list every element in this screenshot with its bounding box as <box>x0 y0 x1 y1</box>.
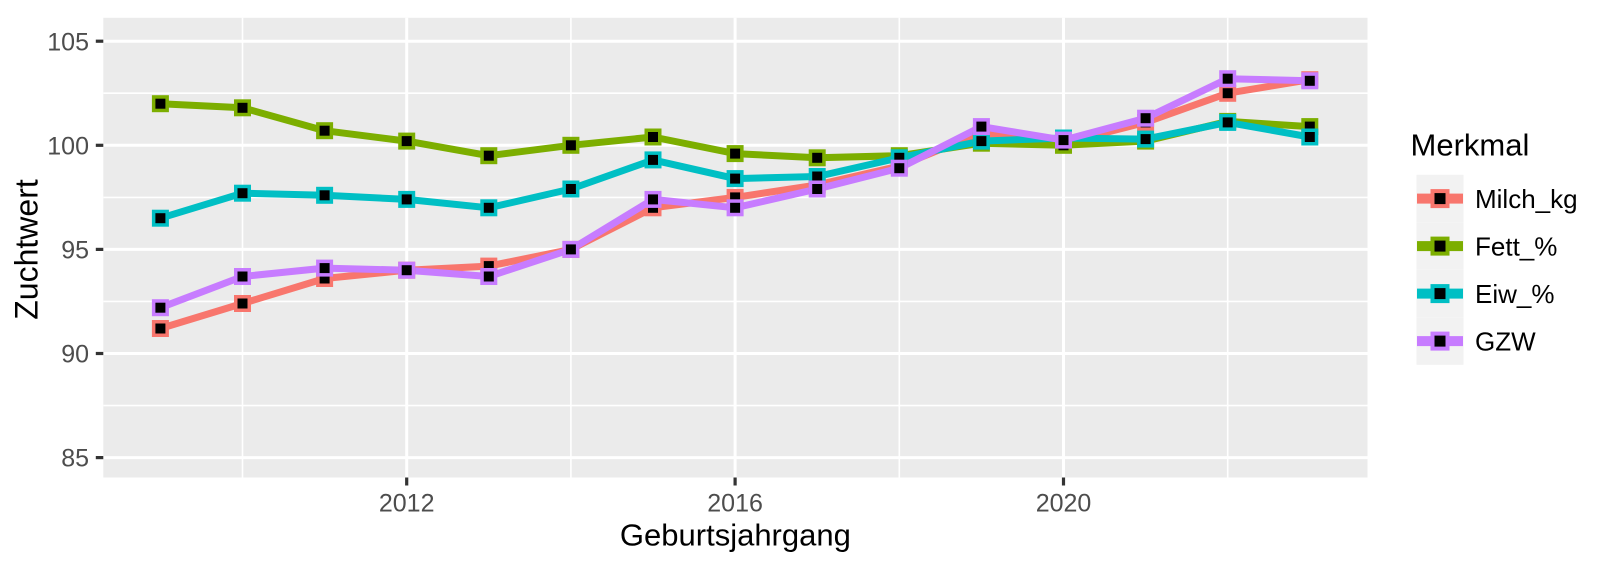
svg-text:Eiw_%: Eiw_% <box>1475 279 1554 309</box>
svg-text:GZW: GZW <box>1475 327 1536 357</box>
svg-text:95: 95 <box>61 237 89 265</box>
svg-text:Geburtsjahrgang: Geburtsjahrgang <box>620 518 851 553</box>
svg-text:2020: 2020 <box>1036 489 1092 517</box>
svg-text:90: 90 <box>61 341 89 369</box>
svg-text:100: 100 <box>47 132 89 160</box>
svg-text:2016: 2016 <box>707 489 763 517</box>
svg-text:Merkmal: Merkmal <box>1411 128 1530 163</box>
svg-text:105: 105 <box>47 28 89 56</box>
svg-text:2012: 2012 <box>379 489 435 517</box>
svg-text:Zuchtwert: Zuchtwert <box>9 179 45 320</box>
svg-text:85: 85 <box>61 445 89 473</box>
svg-text:Milch_kg: Milch_kg <box>1475 184 1578 214</box>
svg-text:Fett_%: Fett_% <box>1475 232 1557 262</box>
